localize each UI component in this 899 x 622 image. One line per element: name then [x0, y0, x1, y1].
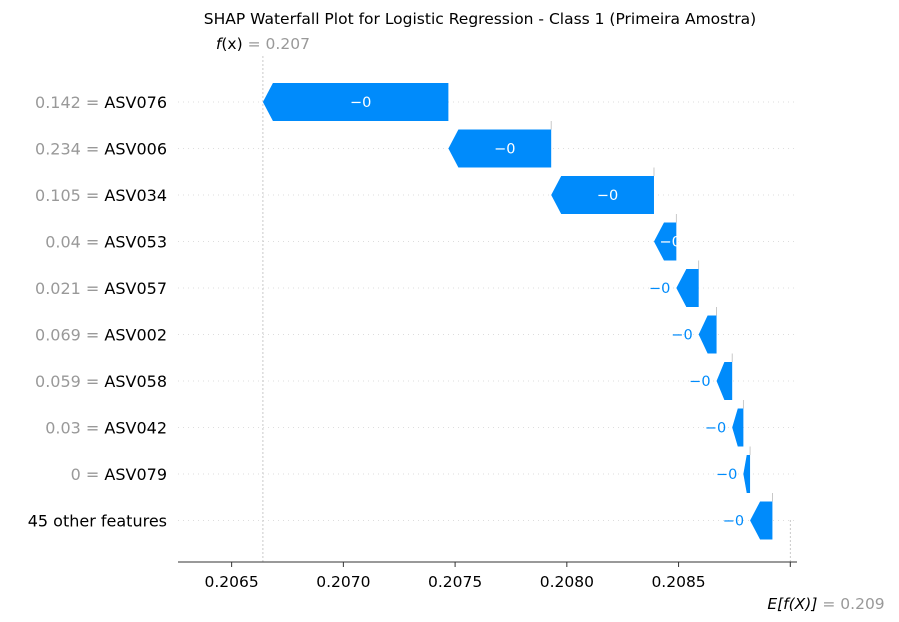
feature-label: 0.021 = ASV057 — [35, 279, 167, 298]
x-tick-label: 0.2070 — [316, 573, 370, 591]
bar-value-label: −0 — [649, 281, 670, 297]
bar-value-label: −0 — [723, 514, 744, 530]
feature-name: ASV042 — [104, 419, 167, 438]
bars: −0 −0 −0 −0 −0 −0 −0 −0 −0 −0 — [262, 83, 773, 540]
efx-text: E[f(X)] = 0.209 — [767, 595, 884, 613]
bar-value-label: −0 — [671, 328, 692, 344]
feature-value: 0.069 = — [35, 326, 104, 345]
feature-value: 0.234 = — [35, 140, 104, 159]
feature-label: 0.234 = ASV006 — [35, 140, 167, 159]
efx-label: E[f(X)] = 0.209 — [767, 595, 884, 613]
feature-value: 0.059 = — [35, 372, 104, 391]
feature-label: 45 other features — [28, 512, 167, 531]
feature-label: 0 = ASV079 — [71, 465, 167, 484]
x-tick-label: 0.2080 — [540, 573, 594, 591]
fx-symbol: f — [216, 35, 224, 53]
row-labels: 0.142 = ASV076 0.234 = ASV006 0.105 = ASV0… — [28, 93, 167, 531]
feature-label: 0.03 = ASV042 — [45, 419, 167, 438]
feature-label: 0.069 = ASV002 — [35, 326, 167, 345]
reference-lines — [262, 56, 791, 566]
x-axis: 0.2065 0.2070 0.2075 0.2080 0.2085 — [178, 561, 797, 591]
fx-value: = 0.207 — [248, 35, 310, 53]
feature-value: 0.04 = — [45, 233, 104, 252]
feature-name: ASV079 — [104, 465, 167, 484]
bar — [716, 362, 733, 400]
feature-name: 45 other features — [28, 512, 167, 531]
feature-value: 0 = — [71, 465, 105, 484]
feature-name: ASV006 — [104, 140, 167, 159]
feature-name: ASV002 — [104, 326, 167, 345]
bar-value-label: −0 — [350, 95, 371, 111]
feature-name: ASV058 — [104, 372, 167, 391]
feature-name: ASV057 — [104, 279, 167, 298]
fx-text: f(x) = 0.207 — [216, 35, 310, 53]
x-tick-label: 0.2085 — [651, 573, 705, 591]
feature-value: 0.021 = — [35, 279, 104, 298]
bar — [698, 315, 717, 354]
feature-label: 0.04 = ASV053 — [45, 233, 167, 252]
x-tick-label: 0.2075 — [428, 573, 482, 591]
fx-arg: (x) — [221, 35, 242, 53]
bar — [732, 408, 744, 447]
bar-value-label: −0 — [659, 235, 680, 251]
feature-name: ASV076 — [104, 93, 167, 112]
efx-symbol: E[f(X)] — [767, 595, 817, 613]
feature-label: 0.142 = ASV076 — [35, 93, 167, 112]
feature-value: 0.105 = — [35, 186, 104, 205]
feature-label: 0.059 = ASV058 — [35, 372, 167, 391]
bar — [262, 83, 449, 121]
feature-label: 0.105 = ASV034 — [35, 186, 167, 205]
bar — [743, 455, 751, 493]
feature-name: ASV053 — [104, 233, 167, 252]
bar — [448, 129, 552, 168]
bar — [653, 222, 677, 261]
efx-value: = 0.209 — [822, 595, 884, 613]
bar-value-label: −0 — [716, 467, 737, 483]
bar — [676, 269, 699, 307]
bar-value-label: −0 — [689, 374, 710, 390]
bar-value-label: −0 — [705, 421, 726, 437]
bar-value-label: −0 — [597, 188, 618, 204]
feature-name: ASV034 — [104, 186, 167, 205]
bar-value-label: −0 — [494, 142, 515, 158]
fx-label: f(x) = 0.207 — [216, 35, 310, 53]
feature-value: 0.03 = — [45, 419, 104, 438]
bar — [750, 501, 773, 540]
bar — [551, 176, 654, 214]
x-tick-label: 0.2065 — [205, 573, 259, 591]
chart-title: SHAP Waterfall Plot for Logistic Regress… — [204, 10, 756, 28]
feature-value: 0.142 = — [35, 93, 104, 112]
